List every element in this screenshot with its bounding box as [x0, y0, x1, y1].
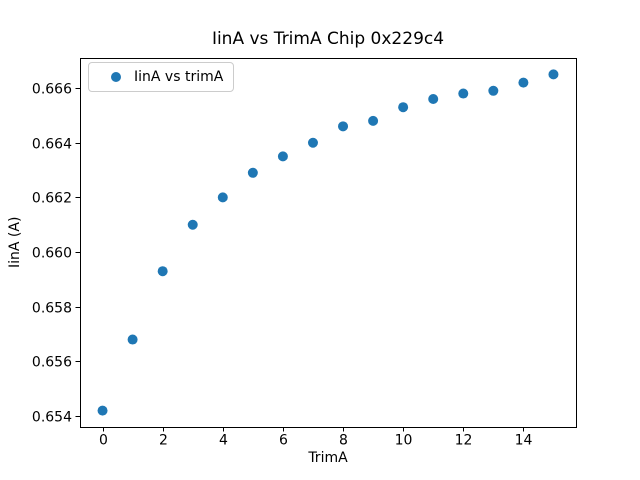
- x-axis-label: TrimA: [308, 450, 348, 466]
- data-point: [548, 69, 559, 80]
- data-point: [458, 88, 469, 99]
- axes-frame: [80, 58, 577, 428]
- data-point: [247, 167, 258, 178]
- y-axis-label: IinA (A): [7, 216, 23, 269]
- x-tick-label: 0: [99, 433, 108, 449]
- x-tick-label: 4: [219, 433, 228, 449]
- data-point: [97, 405, 108, 416]
- x-tick-label: 12: [455, 433, 473, 449]
- legend: IinA vs trimA: [88, 62, 235, 92]
- data-point: [518, 77, 529, 88]
- y-tick-label: 0.660: [32, 246, 72, 262]
- data-point: [127, 334, 138, 345]
- y-tick-label: 0.658: [32, 301, 72, 317]
- legend-label: IinA vs trimA: [134, 69, 224, 85]
- x-tick-label: 10: [395, 433, 413, 449]
- data-point: [338, 121, 349, 132]
- data-point: [307, 137, 318, 148]
- data-point: [428, 94, 439, 104]
- y-tick-label: 0.654: [32, 410, 72, 426]
- x-tick-label: 6: [279, 433, 288, 449]
- scatter-marker-icon: [111, 72, 121, 82]
- data-point: [488, 85, 499, 96]
- y-tick-label: 0.664: [32, 137, 72, 153]
- x-tick-label: 8: [339, 433, 348, 449]
- data-point: [187, 219, 198, 230]
- x-tick-label: 2: [159, 433, 168, 449]
- data-point: [398, 102, 409, 113]
- y-tick-label: 0.666: [32, 82, 72, 98]
- data-point: [368, 115, 379, 126]
- data-point: [157, 266, 168, 277]
- chart-title: IinA vs TrimA Chip 0x229c4: [211, 29, 445, 49]
- x-tick-label: 14: [515, 433, 533, 449]
- data-point: [277, 151, 288, 162]
- y-tick-label: 0.662: [32, 191, 72, 207]
- y-tick-label: 0.656: [32, 355, 72, 371]
- data-point: [217, 192, 228, 203]
